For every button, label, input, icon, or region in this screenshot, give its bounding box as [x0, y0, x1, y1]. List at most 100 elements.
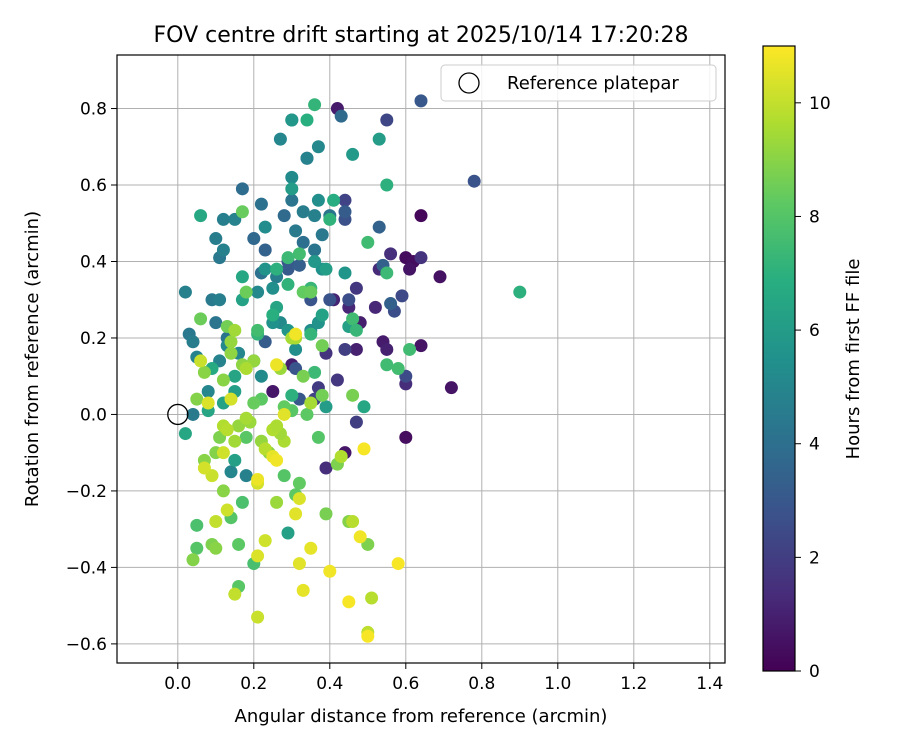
data-point — [338, 266, 352, 280]
data-point — [216, 446, 230, 460]
data-point — [467, 174, 481, 188]
data-point — [235, 495, 249, 509]
data-point — [346, 515, 360, 529]
data-point — [414, 94, 428, 108]
colorbar-gradient — [762, 45, 796, 672]
data-point — [292, 492, 306, 506]
data-point — [228, 587, 242, 601]
data-point — [346, 147, 360, 161]
data-points — [178, 94, 527, 643]
data-point — [304, 541, 318, 555]
data-point — [247, 232, 261, 246]
data-point — [315, 339, 329, 353]
colorbar-tick-label: 10 — [809, 94, 831, 114]
data-point — [228, 323, 242, 337]
data-point — [292, 557, 306, 571]
data-point — [380, 266, 394, 280]
data-point — [338, 342, 352, 356]
data-point — [296, 369, 310, 383]
x-tick-label: 1.2 — [620, 674, 647, 694]
data-point — [190, 541, 204, 555]
colorbar-ticks: 0 2 4 6 8 10 — [795, 94, 831, 682]
data-point — [251, 549, 265, 563]
data-point — [368, 300, 382, 314]
data-point — [338, 193, 352, 207]
x-tick-label: 1.0 — [544, 674, 571, 694]
data-point — [513, 285, 527, 299]
reference-point-marker — [167, 403, 189, 426]
data-point — [251, 610, 265, 624]
data-point — [224, 335, 238, 349]
data-point — [384, 247, 398, 261]
data-point — [209, 316, 223, 330]
data-point — [346, 388, 360, 402]
data-point — [178, 427, 192, 441]
data-point — [190, 392, 204, 406]
data-point — [315, 228, 329, 242]
data-point — [270, 419, 284, 433]
data-point — [213, 293, 227, 307]
colorbar-label: Hours from first FF file — [843, 259, 864, 460]
data-point — [357, 442, 371, 456]
data-point — [258, 243, 272, 257]
data-point — [372, 132, 386, 146]
data-point — [216, 243, 230, 257]
x-tick-label: 1.4 — [696, 674, 723, 694]
x-tick-label: 0.6 — [392, 674, 419, 694]
data-point — [308, 365, 322, 379]
data-point — [292, 247, 306, 261]
data-point — [300, 151, 314, 165]
data-point — [289, 507, 303, 521]
data-point — [239, 285, 253, 299]
data-point — [327, 193, 341, 207]
data-point — [285, 170, 299, 184]
data-point — [296, 235, 310, 249]
data-point — [323, 212, 337, 226]
data-point — [197, 461, 211, 475]
data-point — [194, 354, 208, 368]
y-tick-label: 0.4 — [80, 252, 107, 272]
data-point — [311, 430, 325, 444]
data-point — [220, 423, 234, 437]
y-tick-label: 0.6 — [80, 176, 107, 196]
legend: Reference platepar — [440, 64, 717, 102]
legend-box — [440, 64, 717, 102]
plot-frame — [116, 54, 726, 664]
data-point — [292, 258, 306, 272]
data-point — [285, 388, 299, 402]
data-point — [349, 323, 363, 337]
colorbar-tick-label: 8 — [809, 207, 820, 227]
data-point — [342, 293, 356, 307]
data-point — [266, 308, 280, 322]
chart-title: FOV centre drift starting at 2025/10/14 … — [154, 23, 689, 48]
data-point — [224, 465, 238, 479]
data-point — [281, 277, 295, 291]
data-point — [251, 285, 265, 299]
data-point — [270, 495, 284, 509]
data-point — [266, 385, 280, 399]
data-point — [251, 323, 265, 337]
data-point — [308, 254, 322, 268]
data-point — [304, 327, 318, 341]
data-point — [209, 232, 223, 246]
data-point — [361, 235, 375, 249]
data-point — [304, 285, 318, 299]
colorbar-tick-label: 4 — [809, 435, 820, 455]
data-point — [285, 193, 299, 207]
colorbar-tick-label: 0 — [809, 662, 820, 682]
data-point — [235, 270, 249, 284]
data-point — [239, 469, 253, 483]
colorbar-tick-label: 2 — [809, 548, 820, 568]
data-point — [270, 358, 284, 372]
y-tick-label: −0.4 — [66, 558, 107, 578]
y-tick-label: 0.0 — [80, 405, 107, 425]
data-point — [178, 285, 192, 299]
data-point — [304, 396, 318, 410]
data-point — [285, 182, 299, 196]
data-point — [254, 197, 268, 211]
data-point — [395, 289, 409, 303]
data-point — [330, 373, 344, 387]
x-tick-label: 0.4 — [316, 674, 343, 694]
data-point — [228, 434, 242, 448]
